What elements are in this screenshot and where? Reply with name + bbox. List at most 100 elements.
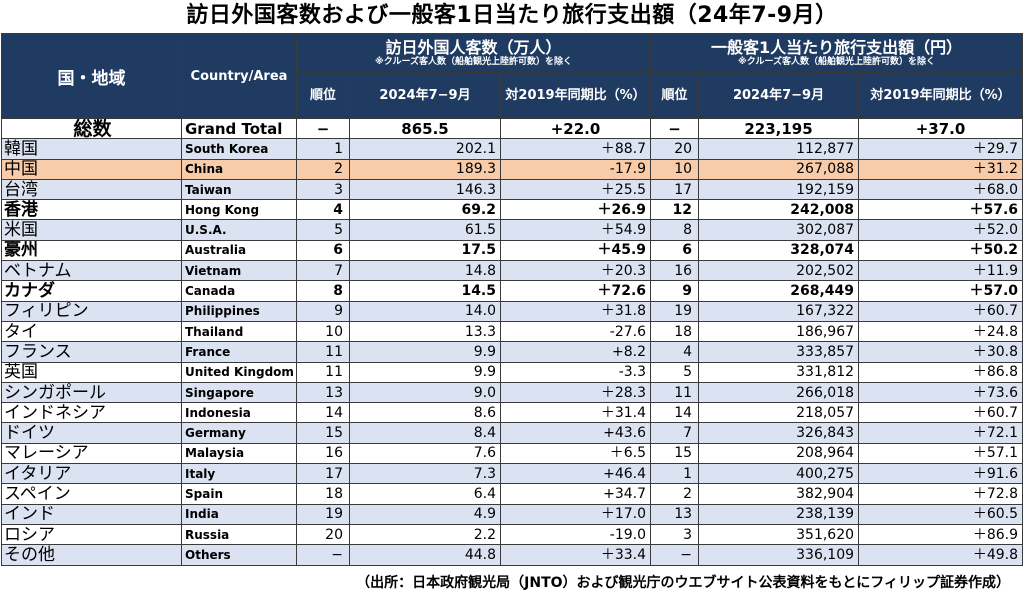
spend-amount: 167,322 <box>698 300 860 322</box>
spend-rank: 4 <box>650 341 700 363</box>
visitor-yoy: ＋26.9 <box>499 199 652 221</box>
region-name: 香港 <box>1 199 182 221</box>
region-name: その他 <box>1 544 182 566</box>
visitor-count: 17.5 <box>349 239 501 262</box>
table-row: ロシア Russia 20 2.2 -19.0 3 351,620 ＋86.9 <box>1 523 1024 546</box>
table-row: ベトナム Vietnam 7 14.8 ＋20.3 16 202,502 ＋11… <box>1 260 1024 282</box>
spend-rank: 19 <box>650 300 700 322</box>
country-name: Singapore <box>181 381 297 404</box>
country-name: France <box>181 341 297 363</box>
header-visitors-title: 訪日外国人客数（万人） <box>385 37 562 57</box>
visitor-count: 61.5 <box>349 219 501 241</box>
country-name: India <box>181 503 297 525</box>
spend-amount: 218,057 <box>698 402 860 424</box>
country-name: Spain <box>181 483 297 505</box>
visitor-count: 13.3 <box>349 320 501 343</box>
spend-yoy: ＋31.2 <box>858 158 1024 180</box>
country-name: South Korea <box>181 138 297 160</box>
spend-amount: 326,843 <box>698 422 860 444</box>
region-name: タイ <box>1 320 182 343</box>
table-row: 英国 United Kingdom 11 9.9 -3.3 5 331,812 … <box>1 361 1024 383</box>
spend-rank: 18 <box>650 320 700 343</box>
table-row: インドネシア Indonesia 14 8.6 ＋31.4 14 218,057… <box>1 402 1024 424</box>
region-name: フランス <box>1 341 182 363</box>
spend-rank: 8 <box>650 219 700 241</box>
visitor-count: 2.2 <box>349 523 501 546</box>
region-name: インドネシア <box>1 402 182 424</box>
visitor-yoy: +43.6 <box>499 422 652 444</box>
spend-yoy: ＋86.8 <box>858 361 1024 383</box>
spend-yoy: +37.0 <box>858 117 1024 140</box>
spend-yoy: ＋73.6 <box>858 381 1024 404</box>
visitor-yoy: +46.4 <box>499 463 652 485</box>
visitor-count: 9.9 <box>349 361 501 383</box>
header-region: 国・地域 <box>1 33 182 119</box>
visitor-count: 865.5 <box>349 117 501 140</box>
table-row: シンガポール Singapore 13 9.0 ＋28.3 11 266,018… <box>1 381 1024 404</box>
header-yoy-spend: 対2019年同期比（%） <box>858 72 1024 119</box>
spend-rank: 20 <box>650 138 700 160</box>
region-name: ベトナム <box>1 260 182 282</box>
table-row: タイ Thailand 10 13.3 -27.6 18 186,967 ＋24… <box>1 320 1024 343</box>
spend-yoy: ＋72.1 <box>858 422 1024 444</box>
region-name: シンガポール <box>1 381 182 404</box>
region-name: インド <box>1 503 182 525</box>
spend-rank: 13 <box>650 503 700 525</box>
visitor-rank: 9 <box>296 300 350 322</box>
table-row: 米国 U.S.A. 5 61.5 ＋54.9 8 302,087 ＋52.0 <box>1 219 1024 241</box>
visitor-rank: 11 <box>296 341 350 363</box>
region-name: ドイツ <box>1 422 182 444</box>
spend-rank: 11 <box>650 381 700 404</box>
country-name: Thailand <box>181 320 297 343</box>
visitor-table: 国・地域 Country/Area 訪日外国人客数（万人） ※クルーズ客人数（船… <box>1 33 1024 566</box>
spend-rank: 10 <box>650 158 700 180</box>
visitor-rank: 4 <box>296 199 350 221</box>
header-country: Country/Area <box>181 33 297 119</box>
visitor-rank: − <box>296 544 350 566</box>
spend-yoy: ＋50.2 <box>858 239 1024 262</box>
visitor-yoy: +34.7 <box>499 483 652 505</box>
visitor-yoy: ＋45.9 <box>499 239 652 262</box>
header-period-visitors: 2024年7−9月 <box>349 72 501 119</box>
visitor-yoy: -17.9 <box>499 158 652 180</box>
visitor-yoy: ＋54.9 <box>499 219 652 241</box>
table-body: 総数 Grand Total − 865.5 +22.0 − 223,195 +… <box>1 117 1024 566</box>
table-row: インド India 19 4.9 ＋17.0 13 238,139 ＋60.5 <box>1 503 1024 525</box>
visitor-yoy: -27.6 <box>499 320 652 343</box>
header-visitors-note: ※クルーズ客人数（船舶観光上陸許可数）を除く <box>375 56 573 67</box>
page-title: 訪日外国客数および一般客1日当たり旅行支出額（24年7-9月） <box>186 3 838 28</box>
visitor-rank: 6 <box>296 239 350 262</box>
country-name: Italy <box>181 463 297 485</box>
spend-rank: − <box>650 117 700 140</box>
header-visitors-group: 訪日外国人客数（万人） ※クルーズ客人数（船舶観光上陸許可数）を除く <box>295 33 652 73</box>
region-name: マレーシア <box>1 442 182 465</box>
table-row: フィリピン Philippines 9 14.0 ＋31.8 19 167,32… <box>1 300 1024 322</box>
source-note: （出所：日本政府観光局（JNTO）および観光庁のウエブサイト公表資料をもとにフィ… <box>356 575 1010 591</box>
visitor-count: 44.8 <box>349 544 501 566</box>
table-row: 総数 Grand Total − 865.5 +22.0 − 223,195 +… <box>1 117 1024 140</box>
visitor-yoy: ＋28.3 <box>499 381 652 404</box>
visitor-yoy: ＋72.6 <box>499 280 652 302</box>
spend-amount: 192,159 <box>698 178 860 201</box>
visitor-yoy: ＋31.4 <box>499 402 652 424</box>
spend-yoy: ＋29.7 <box>858 138 1024 160</box>
spend-yoy: ＋11.9 <box>858 260 1024 282</box>
spend-amount: 336,109 <box>698 544 860 566</box>
table-row: 豪州 Australia 6 17.5 ＋45.9 6 328,074 ＋50.… <box>1 239 1024 262</box>
table-row: 台湾 Taiwan 3 146.3 ＋25.5 17 192,159 ＋68.0 <box>1 178 1024 201</box>
region-name: 豪州 <box>1 239 182 262</box>
spend-amount: 382,904 <box>698 483 860 505</box>
header-spend-title: 一般客1人当たり旅行支出額（円） <box>710 37 963 57</box>
spend-rank: 9 <box>650 280 700 302</box>
table-row: スペイン Spain 18 6.4 +34.7 2 382,904 ＋72.8 <box>1 483 1024 505</box>
country-name: Germany <box>181 422 297 444</box>
visitor-count: 7.3 <box>349 463 501 485</box>
spend-rank: 3 <box>650 523 700 546</box>
table-row: ドイツ Germany 15 8.4 +43.6 7 326,843 ＋72.1 <box>1 422 1024 444</box>
visitor-yoy: -19.0 <box>499 523 652 546</box>
country-name: Taiwan <box>181 178 297 201</box>
region-name: スペイン <box>1 483 182 505</box>
visitor-rank: 20 <box>296 523 350 546</box>
visitor-count: 146.3 <box>349 178 501 201</box>
visitor-yoy: +22.0 <box>499 117 652 140</box>
